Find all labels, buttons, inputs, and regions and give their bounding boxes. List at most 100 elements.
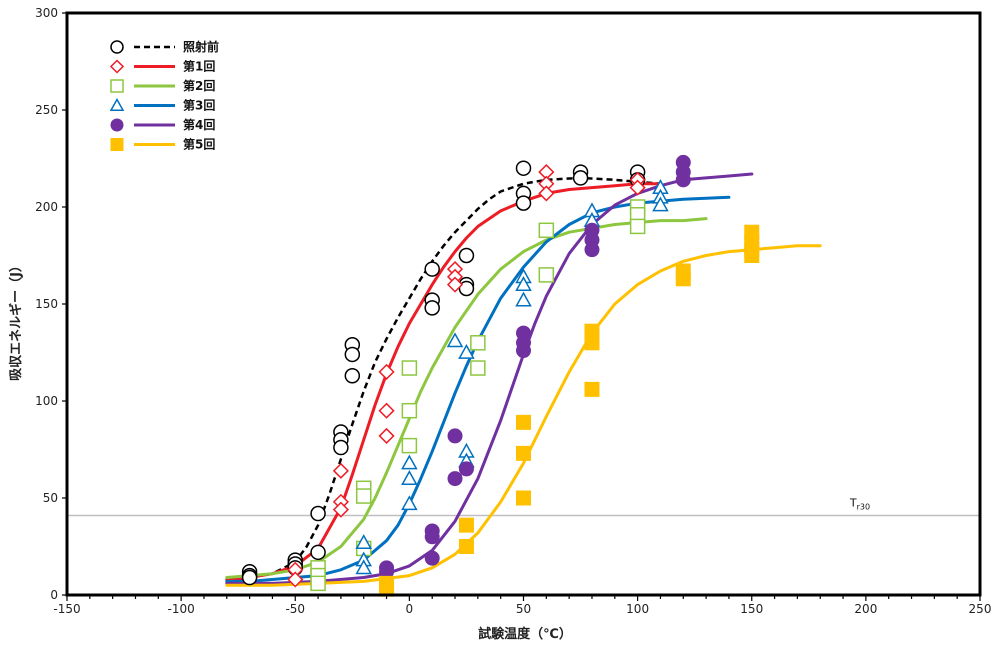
y-tick-label: 50 xyxy=(43,491,58,505)
x-tick-label: 0 xyxy=(406,602,414,616)
x-tick-label: 50 xyxy=(516,602,531,616)
data-point xyxy=(424,550,440,566)
series-6-fit-line xyxy=(225,244,822,587)
data-point xyxy=(584,242,600,258)
data-point xyxy=(458,280,475,297)
legend-label-6: 第5回 xyxy=(183,137,215,152)
data-point xyxy=(515,276,532,291)
reference-line-label-subscript: r30 xyxy=(857,502,870,511)
y-axis-title: 吸収エネルギー（J） xyxy=(8,259,24,381)
data-point xyxy=(446,332,464,348)
data-point xyxy=(424,261,440,277)
legend-label-1: 照射前 xyxy=(183,39,219,54)
legend-label-5: 第4回 xyxy=(183,117,215,132)
data-point xyxy=(629,179,646,196)
legend-label-3: 第2回 xyxy=(183,78,215,93)
data-point xyxy=(333,439,349,456)
data-point xyxy=(470,360,486,376)
data-point xyxy=(447,428,463,444)
data-point xyxy=(401,360,418,376)
x-axis-title: 試験温度（℃） xyxy=(478,626,572,642)
data-point xyxy=(401,470,418,485)
data-point xyxy=(344,368,361,384)
data-point xyxy=(332,462,349,479)
data-point xyxy=(458,517,474,533)
x-tick-label: -150 xyxy=(53,602,80,616)
y-tick-label: 0 xyxy=(50,588,58,602)
data-point xyxy=(310,575,326,592)
data-point xyxy=(378,427,395,444)
y-tick-label: 100 xyxy=(35,394,58,408)
data-point xyxy=(516,343,531,359)
y-tick-label: 150 xyxy=(35,297,58,311)
data-point xyxy=(584,381,600,397)
data-point xyxy=(629,218,646,235)
data-point xyxy=(424,529,440,545)
data-point xyxy=(516,490,531,506)
series-6-points xyxy=(379,224,760,597)
data-point xyxy=(310,505,326,522)
series-4-fit-line xyxy=(225,195,731,583)
legend-marker-1 xyxy=(110,40,124,54)
x-tick-label: 200 xyxy=(854,602,877,616)
data-point xyxy=(515,195,532,211)
data-point xyxy=(458,539,474,554)
reference-line-label: Tr30 xyxy=(849,496,870,511)
series-2-fit-line xyxy=(225,182,662,581)
data-point xyxy=(538,222,555,239)
series-5-fit-line xyxy=(225,172,754,585)
data-point xyxy=(446,276,464,293)
data-point xyxy=(458,247,475,264)
data-point xyxy=(287,571,304,588)
series-3-points xyxy=(310,199,646,592)
data-point xyxy=(515,160,532,176)
data-point xyxy=(538,267,555,283)
data-point xyxy=(675,271,691,287)
legend-label-4: 第3回 xyxy=(183,98,215,113)
data-point xyxy=(458,343,475,359)
data-point xyxy=(652,196,669,212)
x-tick-label: -100 xyxy=(168,602,195,616)
legend-label-2: 第1回 xyxy=(183,59,215,74)
data-point xyxy=(572,170,589,186)
x-tick-label: 100 xyxy=(626,602,649,616)
y-tick-label: 300 xyxy=(35,6,58,20)
series-2-points xyxy=(287,164,646,588)
y-tick-label: 200 xyxy=(35,200,58,214)
data-points-layer xyxy=(241,154,760,597)
data-point xyxy=(584,335,600,351)
data-point xyxy=(458,461,474,477)
data-point xyxy=(355,488,372,504)
data-point xyxy=(378,363,395,380)
x-tick-label: 150 xyxy=(740,602,763,616)
data-point xyxy=(516,445,531,461)
data-point xyxy=(355,559,372,575)
data-point xyxy=(516,414,531,430)
legend-marker-3 xyxy=(110,79,124,93)
data-point xyxy=(355,534,372,549)
legend-marker-2 xyxy=(109,59,125,74)
data-point xyxy=(401,495,418,511)
fit-curves-layer xyxy=(225,172,822,587)
data-point xyxy=(447,471,463,487)
data-point xyxy=(515,291,532,307)
data-point xyxy=(401,402,418,419)
legend-marker-4 xyxy=(109,97,125,112)
data-point xyxy=(401,454,418,470)
data-point xyxy=(470,335,486,351)
data-point xyxy=(744,248,760,263)
data-point xyxy=(401,437,418,454)
data-point xyxy=(675,172,691,188)
data-point xyxy=(378,402,395,419)
legend-marker-5 xyxy=(110,118,124,132)
series-4-points xyxy=(355,179,669,575)
series-1-points xyxy=(241,160,646,586)
series-1-fit-line xyxy=(226,176,661,583)
y-tick-label: 250 xyxy=(35,103,58,117)
legend-marker-6 xyxy=(110,138,124,151)
data-point xyxy=(241,569,258,586)
axis-ticks-layer: -150 -100 -50 0 50 100 150 200 250 0 50 100 150 200 25… xyxy=(35,6,991,616)
data-point xyxy=(332,501,349,518)
series-5-points xyxy=(379,154,691,580)
